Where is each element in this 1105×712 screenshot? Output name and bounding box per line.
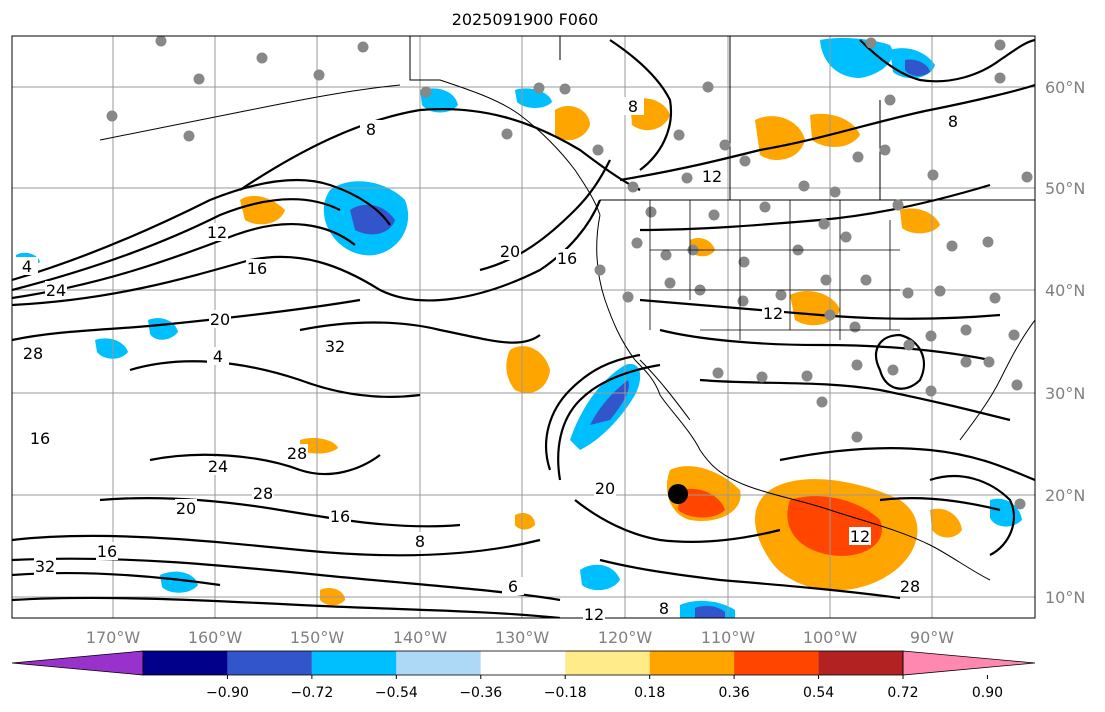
contour-label: 20 xyxy=(176,499,196,518)
contour-label: 16 xyxy=(97,542,117,561)
colorbar: −0.90 −0.72 −0.54 −0.36 −0.18 0.18 0.36 0.54 0.7… xyxy=(11,650,1036,701)
colorbar-extend-high xyxy=(902,650,1036,676)
contour-label: 32 xyxy=(325,337,345,356)
negative-shading xyxy=(16,37,1022,618)
contour-label: 12 xyxy=(850,527,870,546)
colorbar-segment xyxy=(227,651,312,675)
contour-label: 24 xyxy=(46,281,66,300)
colorbar-tick-label: 0.36 xyxy=(719,685,750,701)
contour-label: 4 xyxy=(22,257,32,276)
contour-label: 28 xyxy=(23,344,43,363)
longitude-tick-label: 150°W xyxy=(290,628,345,647)
longitude-tick-label: 120°W xyxy=(598,628,653,647)
longitude-tick-label: 160°W xyxy=(188,628,243,647)
contour-label: 20 xyxy=(210,310,230,329)
contour-label: 32 xyxy=(35,557,55,576)
colorbar-segment xyxy=(396,651,481,675)
colorbar-tick-label: 0.54 xyxy=(803,685,834,701)
colorbar-tick-label: −0.18 xyxy=(544,685,587,701)
longitude-tick-label: 90°W xyxy=(910,628,954,647)
political-borders xyxy=(649,200,900,340)
contour-label: 8 xyxy=(948,112,958,131)
map-frame xyxy=(11,35,1036,619)
colorbar-segment xyxy=(311,651,397,675)
map-title: 2025091900 F060 xyxy=(451,10,599,29)
contour-label: 28 xyxy=(253,484,273,503)
colorbar-tick-label: −0.90 xyxy=(206,685,249,701)
map-panel xyxy=(12,36,1035,618)
contour-label: 28 xyxy=(287,444,307,463)
contour-label: 12 xyxy=(584,605,604,624)
contour-labels: 8 12 4 16 20 24 28 32 4 20 16 12 8 8 12 16 28 24 28 20 16 8 6 8… xyxy=(16,97,964,624)
contour-label: 16 xyxy=(247,259,267,278)
contour-label: 20 xyxy=(500,242,520,261)
colorbar-segment xyxy=(143,651,228,675)
colorbar-tick-label: 0.72 xyxy=(887,685,918,701)
contour-label: 12 xyxy=(763,304,783,323)
longitude-tick-label: 100°W xyxy=(803,628,858,647)
colorbar-tick-label: −0.72 xyxy=(290,685,333,701)
contour-label: 16 xyxy=(30,429,50,448)
contour-label: 20 xyxy=(595,479,615,498)
colorbar-segment xyxy=(734,651,819,675)
longitude-tick-label: 140°W xyxy=(393,628,448,647)
colorbar-tick-label: 0.90 xyxy=(972,685,1003,701)
contour-label: 24 xyxy=(208,457,228,476)
station-dots xyxy=(106,36,1033,510)
colorbar-segment xyxy=(649,651,735,675)
latitude-tick-label: 10°N xyxy=(1045,588,1085,607)
latitude-tick-label: 60°N xyxy=(1045,78,1085,97)
contour-label: 8 xyxy=(659,599,669,618)
longitude-ticks: 170°W 160°W 150°W 140°W 130°W 120°W 110°W 100°W… xyxy=(86,628,954,647)
contour-label: 8 xyxy=(415,532,425,551)
latitude-tick-label: 20°N xyxy=(1045,486,1085,505)
coastlines xyxy=(99,36,1035,581)
latitude-ticks: 60°N 50°N 40°N 30°N 20°N 10°N xyxy=(1045,78,1085,607)
contour-label: 8 xyxy=(628,97,638,116)
colorbar-extend-low xyxy=(11,650,144,676)
colorbar-segment xyxy=(480,651,566,675)
latitude-tick-label: 30°N xyxy=(1045,384,1085,403)
contour-label: 8 xyxy=(366,120,376,139)
contour-label: 6 xyxy=(508,577,518,596)
colorbar-segment xyxy=(818,651,903,675)
colorbar-tick-label: 0.18 xyxy=(634,685,665,701)
contour-label: 28 xyxy=(900,577,920,596)
latitude-tick-label: 50°N xyxy=(1045,179,1085,198)
longitude-tick-label: 130°W xyxy=(495,628,550,647)
contour-label: 16 xyxy=(557,249,577,268)
graticule xyxy=(12,36,1035,618)
contour-label: 12 xyxy=(702,167,722,186)
colorbar-tick-label: −0.54 xyxy=(375,685,418,701)
contour-label: 4 xyxy=(213,347,223,366)
colorbar-segment xyxy=(565,651,650,675)
longitude-tick-label: 110°W xyxy=(701,628,756,647)
contour-label: 16 xyxy=(330,507,350,526)
storm-marker xyxy=(668,484,688,504)
colorbar-tick-label: −0.36 xyxy=(459,685,502,701)
longitude-tick-label: 170°W xyxy=(86,628,141,647)
contour-label: 12 xyxy=(207,223,227,242)
latitude-tick-label: 40°N xyxy=(1045,281,1085,300)
